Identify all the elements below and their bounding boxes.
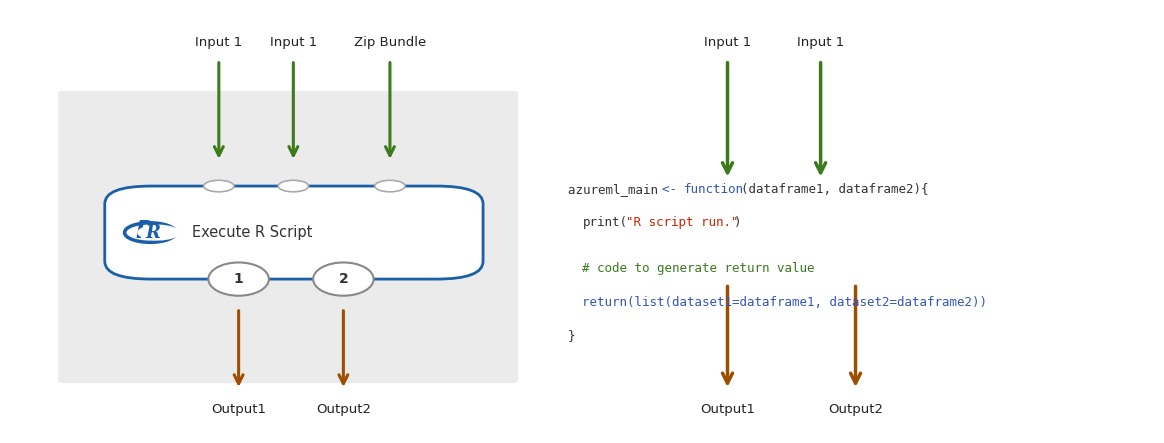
- Text: Output2: Output2: [828, 403, 883, 416]
- Text: ): ): [734, 216, 741, 229]
- FancyBboxPatch shape: [58, 91, 518, 383]
- Circle shape: [204, 180, 234, 192]
- Text: 1: 1: [234, 272, 243, 286]
- Text: function: function: [683, 183, 744, 196]
- Text: (dataframe1, dataframe2){: (dataframe1, dataframe2){: [741, 183, 929, 196]
- Text: Zip Bundle: Zip Bundle: [354, 36, 426, 49]
- Circle shape: [375, 180, 405, 192]
- Text: Input 1: Input 1: [196, 36, 242, 49]
- Text: Input 1: Input 1: [270, 36, 317, 49]
- Text: Input 1: Input 1: [797, 36, 844, 49]
- Text: "R script run.": "R script run.": [626, 216, 738, 229]
- Text: Execute R Script: Execute R Script: [192, 225, 312, 240]
- Text: }: }: [568, 329, 575, 342]
- Text: R: R: [135, 219, 154, 243]
- Text: 2: 2: [339, 272, 348, 286]
- Text: Input 1: Input 1: [704, 36, 751, 49]
- Text: R: R: [146, 224, 159, 241]
- Text: Output2: Output2: [315, 403, 371, 416]
- FancyBboxPatch shape: [105, 186, 483, 279]
- Ellipse shape: [208, 262, 269, 296]
- Text: # code to generate return value: # code to generate return value: [582, 262, 815, 276]
- Text: print(: print(: [582, 216, 627, 229]
- Text: <-: <-: [662, 183, 684, 196]
- Text: Output1: Output1: [700, 403, 755, 416]
- Circle shape: [137, 225, 179, 241]
- Text: azureml_main: azureml_main: [568, 183, 666, 196]
- Circle shape: [278, 180, 308, 192]
- Text: Output1: Output1: [211, 403, 267, 416]
- Ellipse shape: [313, 262, 374, 296]
- Text: return(list(dataset1=dataframe1, dataset2=dataframe2)): return(list(dataset1=dataframe1, dataset…: [582, 295, 987, 309]
